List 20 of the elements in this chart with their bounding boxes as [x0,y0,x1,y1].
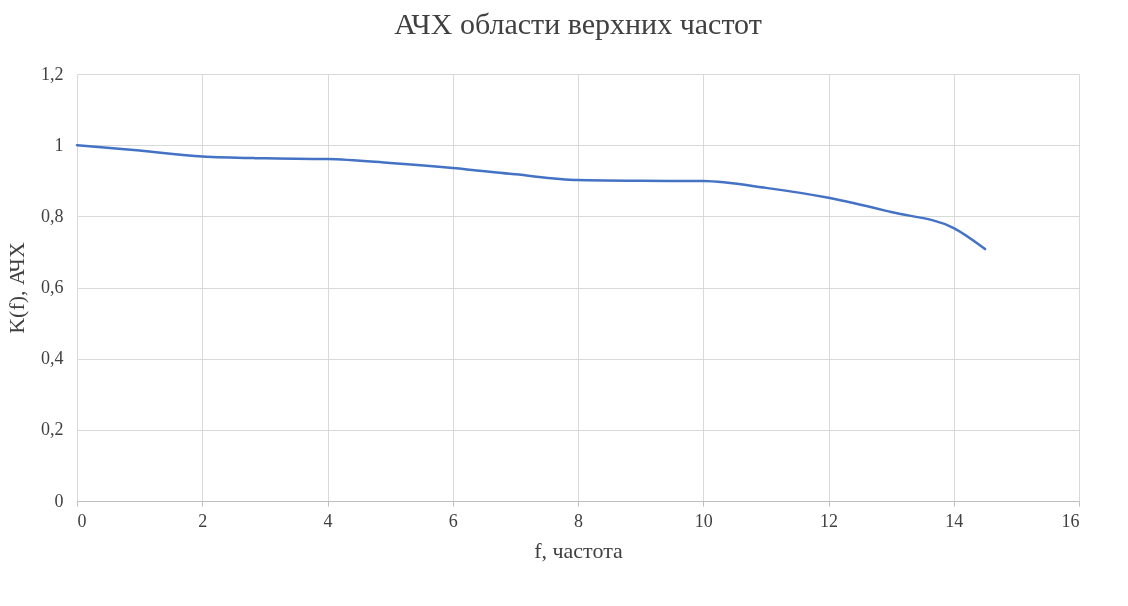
y-tick-label: 0,6 [41,277,64,297]
y-tick-label: 0 [54,490,64,511]
x-tick-label: 12 [820,510,838,531]
y-tick-label: 0,8 [41,205,64,226]
x-tick-label: 6 [448,510,458,531]
y-tick-label: 0,2 [41,419,64,440]
y-tick-label: 1,2 [41,63,64,84]
x-tick-label: 4 [323,510,333,531]
x-tick-label: 14 [945,510,964,531]
x-tick-label: 0 [77,510,87,531]
x-tick-label: 2 [198,510,208,531]
line-series [75,143,987,251]
y-axis-title: K(f), АЧХ [4,242,29,334]
x-tick-label: 16 [1061,510,1080,531]
x-tick-label: 10 [694,510,713,531]
y-tick-label: 0,4 [41,348,64,369]
x-tick-label: 8 [574,510,583,531]
chart-title: АЧХ области верхних частот [394,7,762,40]
x-axis-title: f, частота [534,537,624,563]
y-tick-label: 1 [54,134,64,155]
